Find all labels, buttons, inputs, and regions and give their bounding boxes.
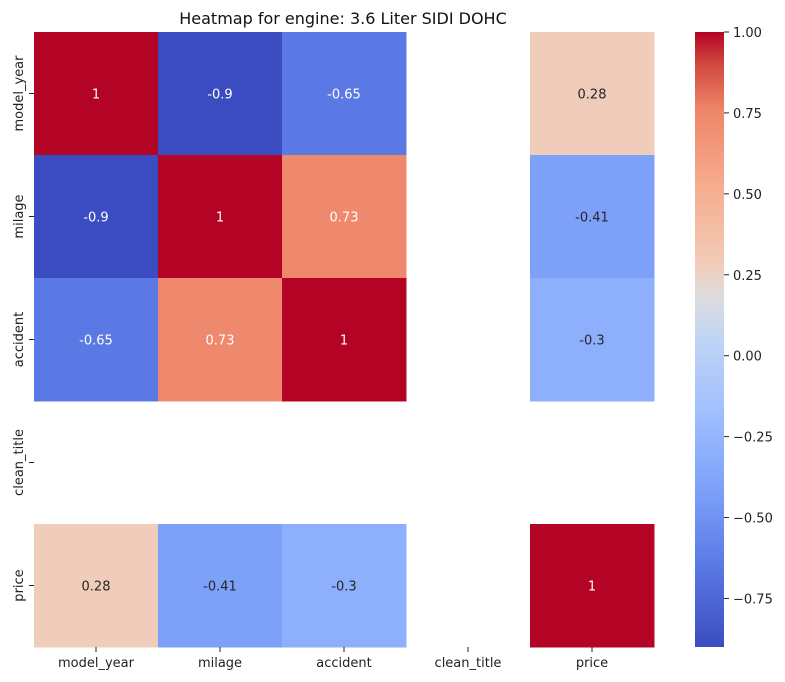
colorbar-tick-label: −0.75 bbox=[733, 592, 773, 607]
x-tick-label: accident bbox=[316, 656, 371, 671]
heatmap-cell bbox=[34, 155, 159, 279]
heatmap-cell bbox=[34, 524, 159, 648]
cell-annotation: 0.28 bbox=[82, 580, 111, 595]
colorbar-ticks: 1.00 0.75 0.50 0.25 0.00 −0.25 −0.50 −0.75 bbox=[724, 26, 773, 607]
colorbar-tick-label: 0.25 bbox=[733, 269, 762, 284]
heatmap-cell bbox=[34, 32, 159, 156]
cell-annotation: -0.3 bbox=[331, 580, 356, 595]
heatmap-cell bbox=[34, 278, 159, 402]
heatmap-cell bbox=[158, 32, 283, 156]
x-tick-label: model_year bbox=[58, 656, 135, 671]
cell-annotation: -0.9 bbox=[207, 88, 232, 103]
colorbar-tick-label: −0.50 bbox=[733, 512, 773, 527]
heatmap-cell bbox=[158, 278, 283, 402]
cell-annotation: -0.65 bbox=[79, 334, 113, 349]
x-tick-label: clean_title bbox=[435, 656, 502, 671]
colorbar-tick-label: 0.50 bbox=[733, 188, 762, 203]
cell-annotation: 0.28 bbox=[578, 88, 607, 103]
y-tick-label: price bbox=[12, 569, 27, 601]
cell-annotation: -0.3 bbox=[579, 334, 604, 349]
cell-annotation: 1 bbox=[340, 334, 348, 349]
heatmap-cell bbox=[530, 32, 655, 156]
cell-annotation: 1 bbox=[588, 580, 596, 595]
x-axis: model_year milage accident clean_title price bbox=[58, 647, 608, 671]
heatmap-cell bbox=[282, 32, 407, 156]
heatmap-cells: 1 -0.9 -0.65 0.28 -0.9 1 0.73 -0.41 -0.65 0.73 1 -0… bbox=[34, 32, 655, 648]
x-tick-label: milage bbox=[198, 656, 242, 671]
heatmap-cell bbox=[530, 155, 655, 279]
heatmap-cell bbox=[158, 524, 283, 648]
y-tick-label: clean_title bbox=[12, 429, 27, 496]
y-tick-label: accident bbox=[12, 312, 27, 367]
colorbar-gradient bbox=[695, 32, 724, 647]
colorbar-tick-label: −0.25 bbox=[733, 431, 773, 446]
cell-annotation: 1 bbox=[92, 88, 100, 103]
x-tick-label: price bbox=[576, 656, 608, 671]
heatmap-cell bbox=[530, 278, 655, 402]
colorbar bbox=[695, 32, 724, 647]
heatmap-cell bbox=[158, 155, 283, 279]
heatmap-cell bbox=[282, 155, 407, 279]
heatmap-cell bbox=[282, 524, 407, 648]
heatmap-cell bbox=[282, 278, 407, 402]
cell-annotation: 0.73 bbox=[330, 211, 359, 226]
cell-annotation: 1 bbox=[216, 211, 224, 226]
y-tick-label: milage bbox=[12, 194, 27, 238]
cell-annotation: -0.41 bbox=[575, 211, 609, 226]
colorbar-tick-label: 0.75 bbox=[733, 107, 762, 122]
cell-annotation: 0.73 bbox=[206, 334, 235, 349]
cell-annotation: -0.65 bbox=[327, 88, 361, 103]
colorbar-tick-label: 0.00 bbox=[733, 350, 762, 365]
y-tick-label: model_year bbox=[12, 55, 27, 132]
cell-annotation: -0.41 bbox=[203, 580, 237, 595]
heatmap-cell bbox=[530, 524, 655, 648]
colorbar-tick-label: 1.00 bbox=[733, 26, 762, 41]
cell-annotation: -0.9 bbox=[83, 211, 108, 226]
chart-title: Heatmap for engine: 3.6 Liter SIDI DOHC bbox=[179, 9, 507, 28]
